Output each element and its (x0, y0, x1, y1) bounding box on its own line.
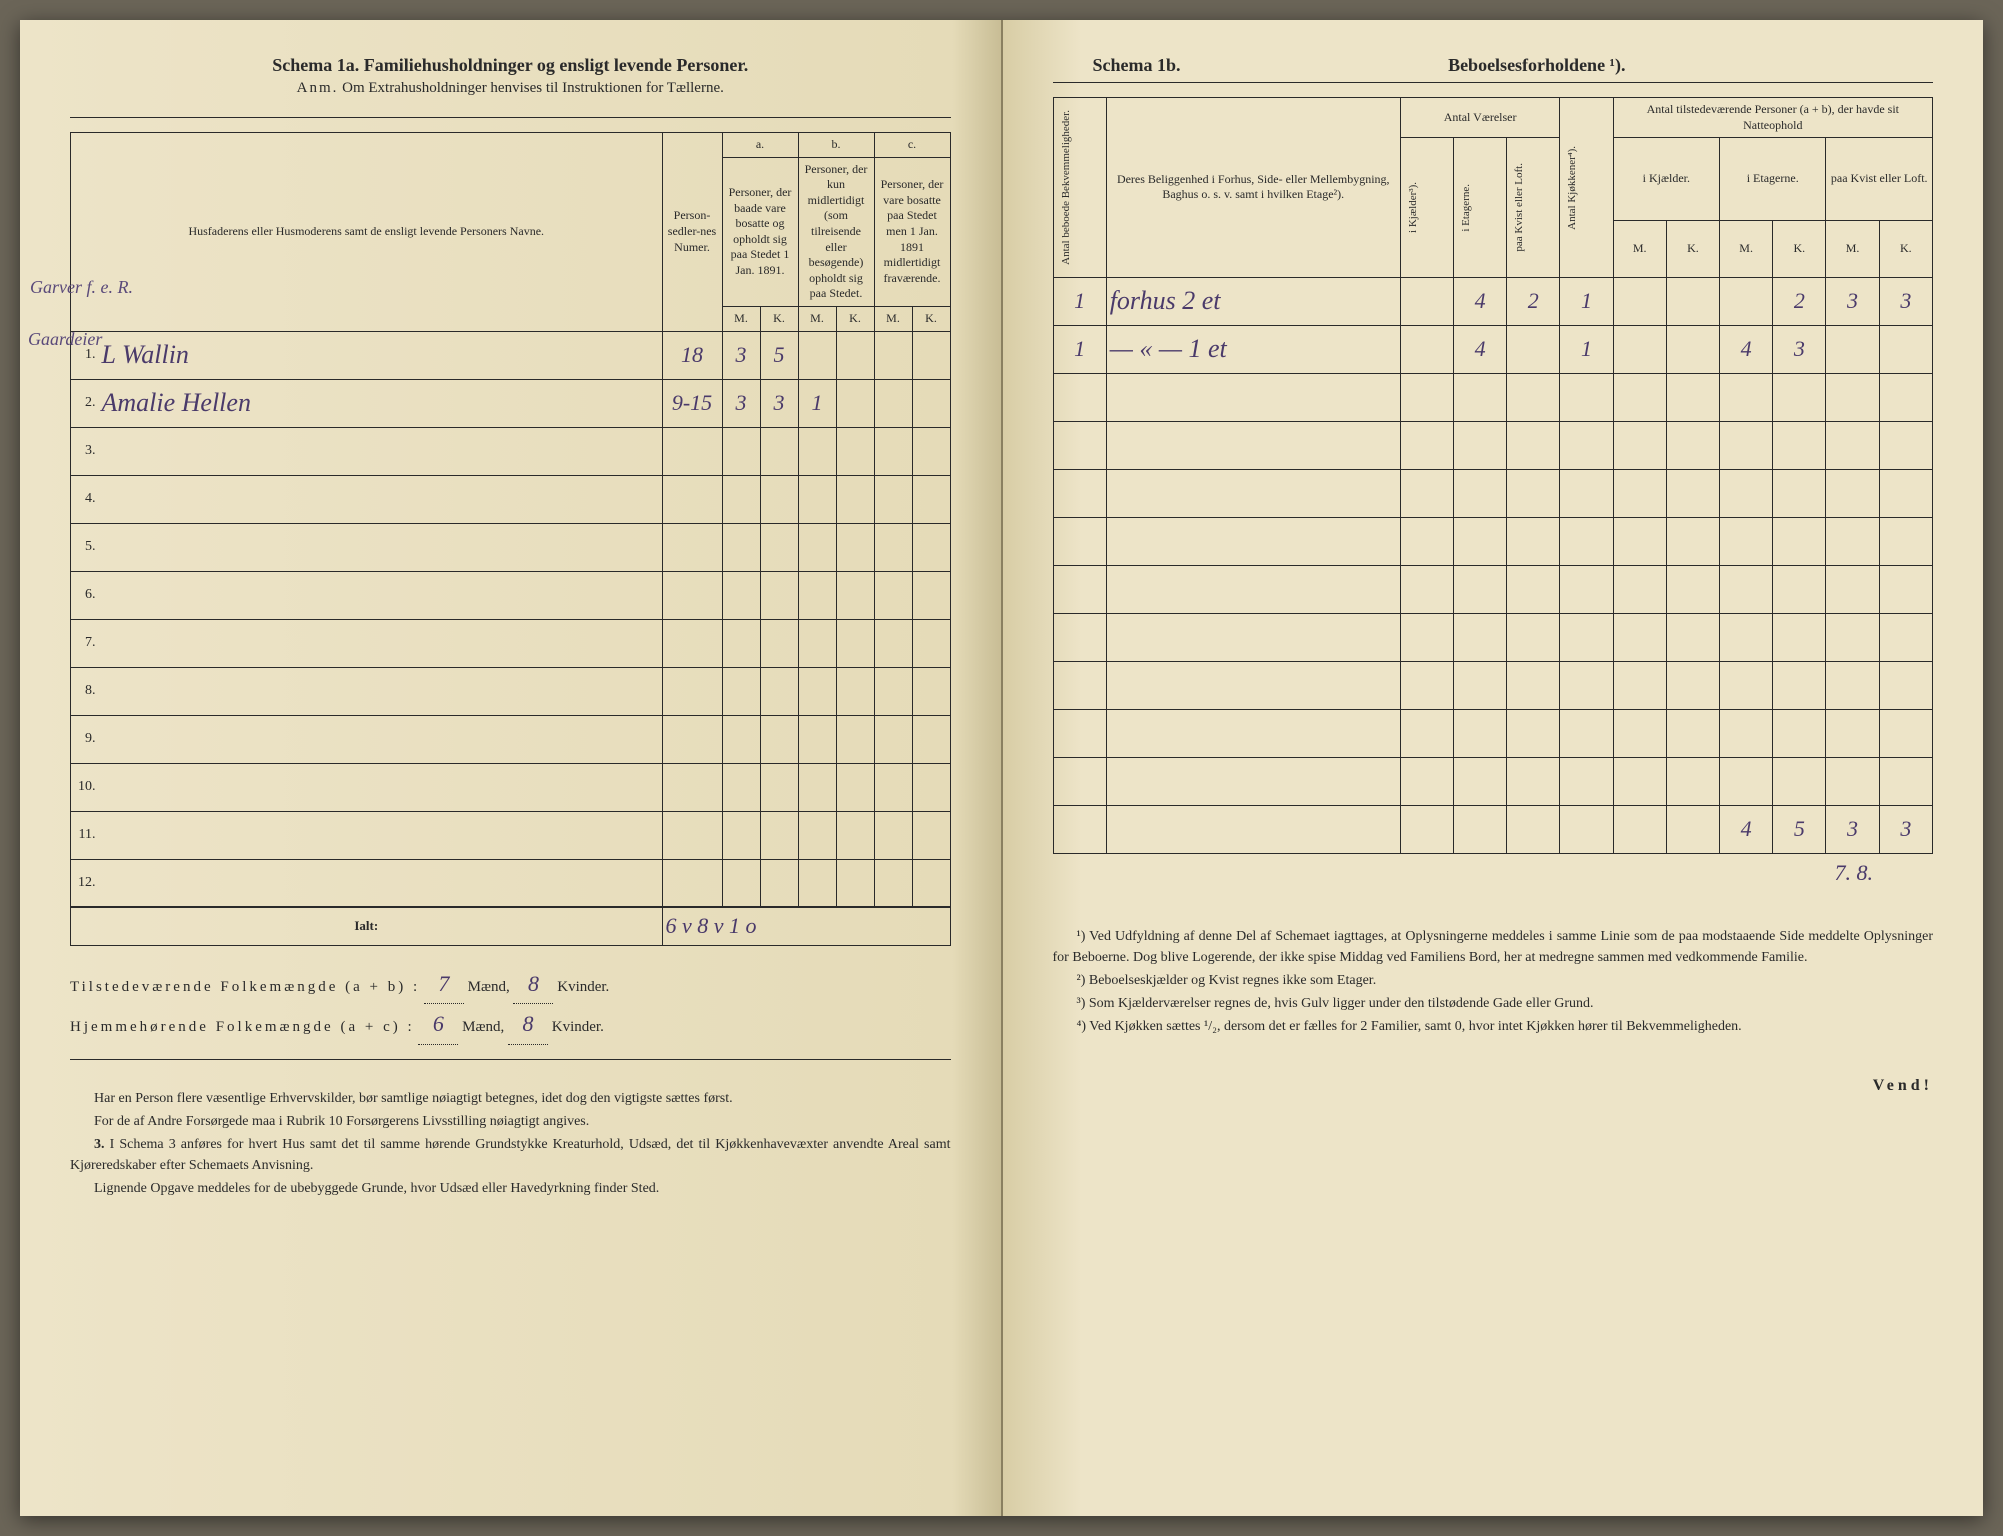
sum2-m: 6 (418, 1004, 458, 1045)
table-row (1053, 469, 1933, 517)
table-row (1053, 565, 1933, 613)
hdr-paakvist: paa Kvist eller Loft. (1826, 138, 1933, 221)
right-table: Antal beboede Bekvemmeligheder. Deres Be… (1053, 97, 1934, 854)
table-row: 4 5 3 3 (1053, 805, 1933, 853)
sum1-label: Tilstedeværende Folkemængde (a + b) : (70, 979, 420, 995)
ialt-label: Ialt: (71, 907, 663, 945)
hdr-c-text: Personer, der vare bosatte paa Stedet me… (874, 157, 950, 306)
left-summary: Tilstedeværende Folkemængde (a + b) : 7 … (70, 964, 951, 1045)
table-row (1053, 517, 1933, 565)
census-book: Garver f. e. R. Gaardeier Schema 1a. Fam… (20, 20, 1983, 1516)
table-row: 11. (71, 811, 951, 859)
margin-note-2: Gaardeier (28, 330, 102, 350)
table-row (1053, 757, 1933, 805)
right-footnotes: ¹) Ved Udfyldning af denne Del af Schema… (1053, 926, 1934, 1037)
table-row: 12. (71, 859, 951, 907)
table-row: 3. (71, 427, 951, 475)
fn3: ³) Som Kjælderværelser regnes de, hvis G… (1053, 993, 1934, 1014)
hdr-belig: Deres Beliggenhed i Forhus, Side- eller … (1106, 98, 1400, 278)
table-row (1053, 709, 1933, 757)
table-row: 4. (71, 475, 951, 523)
sum2-label: Hjemmehørende Folkemængde (a + c) : (70, 1019, 415, 1035)
hdr-kjael: i Kjælder³). (1404, 174, 1422, 241)
left-table: Husfaderens eller Husmoderens samt de en… (70, 132, 951, 946)
hdr-bK: K. (836, 306, 874, 331)
fn4: ⁴) Ved Kjøkken sættes ¹/₂, dersom det er… (1053, 1016, 1934, 1037)
below-hand: 7. 8. (1053, 860, 1934, 886)
hdr-tilst: Antal tilstedeværende Personer (a + b), … (1613, 98, 1932, 138)
table-row: 1 — « — 1 et 4 1 4 3 (1053, 325, 1933, 373)
left-title: Schema 1a. Familiehusholdninger og ensli… (70, 55, 951, 76)
margin-note-1: Garver f. e. R. (30, 278, 133, 298)
ialt-row: Ialt: 6 v 8 v 1 o (71, 907, 951, 945)
table-row: 6. (71, 571, 951, 619)
hdr-aK: K. (760, 306, 798, 331)
table-row: 8. (71, 667, 951, 715)
table-row (1053, 661, 1933, 709)
hdr-aM: M. (722, 306, 760, 331)
sum2-k: 8 (508, 1004, 548, 1045)
hdr-numer: Person-sedler-nes Numer. (662, 133, 722, 332)
hdr-ietag: i Etagerne. (1720, 138, 1826, 221)
hdr-bM: M. (798, 306, 836, 331)
hdr-kjok: Antal Kjøkkener⁴). (1563, 138, 1581, 238)
fn1: ¹) Ved Udfyldning af denne Del af Schema… (1053, 926, 1934, 968)
hdr-a-text: Personer, der baade vare bosatte og opho… (722, 157, 798, 306)
right-header-rule (1053, 82, 1934, 83)
right-title-b: Beboelsesforholdene ¹). (1448, 55, 1625, 76)
foot3: 3. I Schema 3 anføres for hvert Hus samt… (70, 1134, 951, 1176)
right-title-a: Schema 1b. (1093, 55, 1181, 76)
hdr-c: c. (874, 133, 950, 158)
fn2: ²) Beboelseskjælder og Kvist regnes ikke… (1053, 970, 1934, 991)
hdr-bekv: Antal beboede Bekvemmeligheder. (1057, 102, 1075, 273)
left-footnotes: Har en Person flere væsentlige Erhvervsk… (70, 1088, 951, 1199)
foot1: Har en Person flere væsentlige Erhvervsk… (70, 1088, 951, 1109)
hdr-cM: M. (874, 306, 912, 331)
footer-rule (70, 1059, 951, 1060)
hdr-cK: K. (912, 306, 950, 331)
page-left: Garver f. e. R. Gaardeier Schema 1a. Fam… (20, 20, 1003, 1516)
hdr-kvist: paa Kvist eller Loft. (1510, 155, 1528, 260)
hdr-b-text: Personer, der kun midlertidigt (som tilr… (798, 157, 874, 306)
table-row (1053, 373, 1933, 421)
sum1-k: 8 (513, 964, 553, 1005)
vend: Vend! (1053, 1077, 1934, 1095)
table-row: 1. L Wallin 18 3 5 (71, 331, 951, 379)
table-row: 9. (71, 715, 951, 763)
header-rule (70, 117, 951, 118)
hdr-a: a. (722, 133, 798, 158)
foot2: For de af Andre Forsørgede maa i Rubrik … (70, 1111, 951, 1132)
table-row: 10. (71, 763, 951, 811)
hdr-names: Husfaderens eller Husmoderens samt de en… (71, 133, 663, 332)
table-row: 7. (71, 619, 951, 667)
hdr-ikjael: i Kjælder. (1613, 138, 1719, 221)
table-row (1053, 613, 1933, 661)
ialt-hand: 6 v 8 v 1 o (666, 913, 757, 938)
hdr-etag: i Etagerne. (1457, 176, 1475, 240)
table-row: 1 forhus 2 et 4 2 1 2 3 3 (1053, 277, 1933, 325)
hdr-vaer: Antal Værelser (1400, 98, 1560, 138)
page-right: Schema 1b. Beboelsesforholdene ¹). Antal… (1003, 20, 1984, 1516)
foot4: Lignende Opgave meddeles for de ubebygge… (70, 1178, 951, 1199)
left-subtitle: Anm. Om Extrahusholdninger henvises til … (70, 80, 951, 97)
table-row (1053, 421, 1933, 469)
hdr-b: b. (798, 133, 874, 158)
table-row: 2. Amalie Hellen 9-15 3 3 1 (71, 379, 951, 427)
table-row: 5. (71, 523, 951, 571)
sum1-m: 7 (424, 964, 464, 1005)
